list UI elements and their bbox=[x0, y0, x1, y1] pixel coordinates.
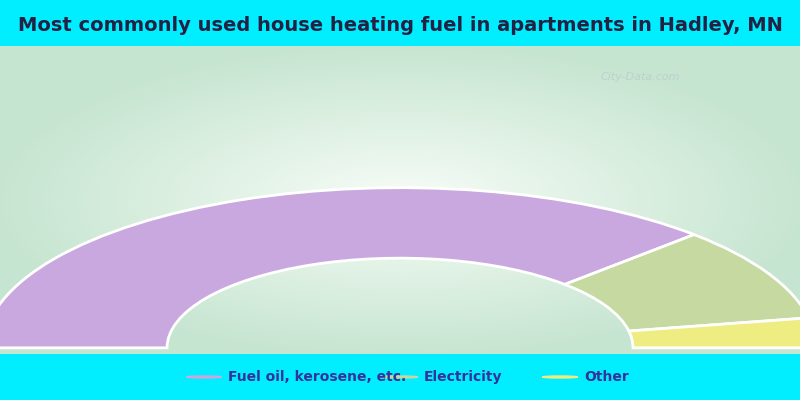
Circle shape bbox=[542, 376, 578, 378]
Circle shape bbox=[186, 376, 222, 378]
Text: City-Data.com: City-Data.com bbox=[600, 72, 680, 82]
Text: Most commonly used house heating fuel in apartments in Hadley, MN: Most commonly used house heating fuel in… bbox=[18, 16, 782, 35]
Circle shape bbox=[382, 376, 418, 378]
Text: Fuel oil, kerosene, etc.: Fuel oil, kerosene, etc. bbox=[228, 370, 406, 384]
Wedge shape bbox=[565, 234, 800, 331]
Text: Electricity: Electricity bbox=[424, 370, 502, 384]
Text: Other: Other bbox=[584, 370, 629, 384]
Wedge shape bbox=[0, 188, 694, 348]
Wedge shape bbox=[629, 318, 800, 348]
